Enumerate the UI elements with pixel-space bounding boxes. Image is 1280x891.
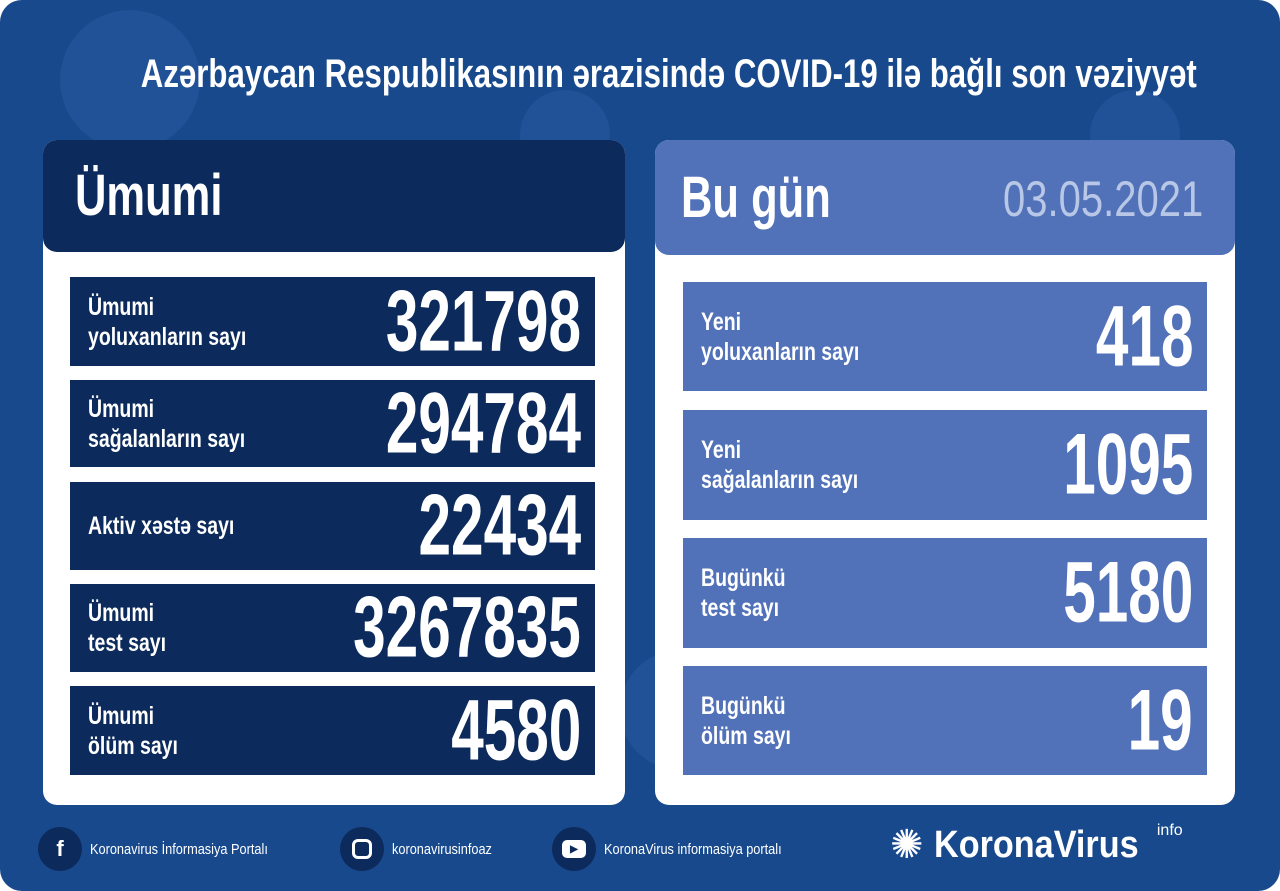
stat-label: Ümumi sağalanların sayı — [88, 394, 246, 453]
youtube-icon: ▶ — [552, 827, 596, 871]
stat-row: Ümumi ölüm sayı 4580 — [70, 682, 595, 778]
logo-text: KoronaVirus — [933, 823, 1139, 866]
virus-decoration — [60, 10, 200, 150]
stat-value: 294784 — [385, 375, 581, 471]
stat-row: Ümumi test sayı 3267835 — [70, 580, 595, 676]
stat-value: 5180 — [1062, 544, 1193, 641]
page-title: Azərbaycan Respublikasının ərazisində CO… — [140, 52, 1197, 96]
stat-value: 19 — [1127, 672, 1193, 768]
sun-virus-icon: ✺ — [890, 823, 924, 867]
stat-label: Ümumi yoluxanların sayı — [88, 292, 247, 351]
stat-row: Bugünkü test sayı 5180 — [683, 538, 1207, 648]
today-heading: Bu gün — [681, 165, 831, 230]
total-card: Ümumi Ümumi yoluxanların sayı 321798 Ümum… — [43, 140, 625, 805]
stat-row: Yeni yoluxanların sayı 418 — [683, 282, 1207, 391]
stat-label: Yeni yoluxanların sayı — [701, 307, 860, 366]
logo-sup: info — [1156, 822, 1183, 839]
stat-value: 418 — [1095, 288, 1193, 384]
stat-row: Ümumi yoluxanların sayı 321798 — [70, 273, 595, 369]
total-header: Ümumi — [43, 140, 625, 252]
stat-label: Bugünkü ölüm sayı — [701, 691, 791, 750]
facebook-link[interactable]: f Koronavirus İnformasiya Portalı — [38, 826, 299, 872]
today-header: Bu gün 03.05.2021 — [655, 140, 1235, 255]
report-date: 03.05.2021 — [1002, 171, 1203, 227]
stat-row: Ümumi sağalanların sayı 294784 — [70, 375, 595, 471]
stat-value: 4580 — [450, 682, 581, 778]
stat-label: Ümumi ölüm sayı — [88, 701, 178, 760]
stat-row: Aktiv xəstə sayı 22434 — [70, 478, 595, 574]
instagram-link[interactable]: koronavirusinfoaz — [340, 826, 510, 872]
stat-label: Bugünkü test sayı — [701, 564, 786, 622]
instagram-icon — [340, 827, 384, 871]
facebook-label: Koronavirus İnformasiya Portalı — [90, 840, 268, 858]
stat-row: Yeni sağalanların sayı 1095 — [683, 410, 1207, 520]
stat-value: 321798 — [385, 273, 581, 369]
stat-value: 3267835 — [353, 579, 581, 676]
stat-value: 1095 — [1062, 416, 1193, 513]
total-heading: Ümumi — [75, 163, 223, 228]
facebook-icon: f — [38, 827, 82, 871]
youtube-link[interactable]: ▶ KoronaVirus informasiya portalı — [552, 826, 813, 872]
youtube-label: KoronaVirus informasiya portalı — [604, 840, 782, 858]
stat-label: Yeni sağalanların sayı — [701, 436, 859, 494]
today-card: Bu gün 03.05.2021 Yeni yoluxanların sayı… — [655, 140, 1235, 805]
koronavirus-logo: ✺ KoronaVirus info — [890, 822, 1183, 868]
stat-label: Aktiv xəstə sayı — [88, 512, 235, 540]
stat-row: Bugünkü ölüm sayı 19 — [683, 666, 1207, 775]
instagram-label: koronavirusinfoaz — [392, 840, 492, 858]
stat-value: 22434 — [418, 477, 581, 574]
stat-label: Ümumi test sayı — [88, 599, 167, 657]
